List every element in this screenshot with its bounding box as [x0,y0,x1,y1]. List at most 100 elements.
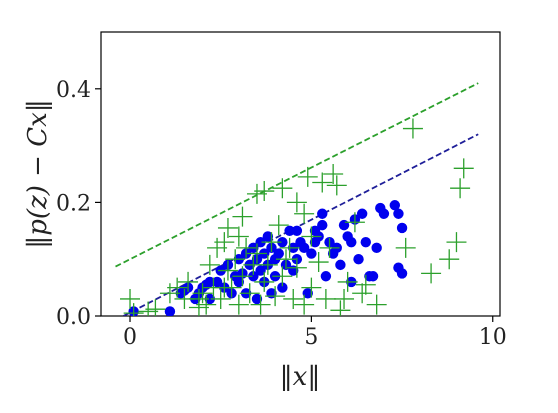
data-point-plus [232,206,253,227]
data-point-plus [178,271,199,292]
data-point-plus [446,232,467,253]
data-point-plus [210,288,231,309]
data-point-circle [291,225,303,236]
x-axis-label: ‖x‖ [280,362,321,392]
data-point-circle [320,271,332,282]
data-point-circle [346,236,357,248]
data-point-circle [164,306,176,316]
data-point-plus [225,249,246,270]
x-tick-label: 0 [123,325,137,350]
data-point-circle [211,276,223,288]
data-point-plus [232,266,253,287]
data-point-circle [298,242,310,254]
data-point-circle [306,248,317,259]
data-point-circle [371,242,382,254]
data-point-plus [167,277,188,298]
data-point-circle [309,236,321,248]
data-point-plus [286,257,307,278]
data-point-circle [317,208,328,219]
data-point-plus [120,288,141,309]
data-point-circle [262,231,274,242]
data-point-circle [335,259,346,271]
data-point-plus [228,226,249,247]
data-point-circle [204,276,216,288]
data-point-circle [356,208,368,219]
data-point-plus [199,254,220,275]
data-point-plus [334,288,355,309]
data-point-plus [254,271,275,292]
x-tick-label: 10 [479,325,507,350]
data-point-plus [344,212,365,233]
data-point-plus [272,266,293,287]
data-point-plus [450,178,471,199]
data-point-plus [275,249,296,270]
data-point-plus [439,249,460,270]
data-point-plus [297,166,318,187]
data-point-circle [233,276,245,288]
data-point-circle [204,293,216,305]
data-point-plus [352,283,373,304]
data-point-circle [277,282,288,293]
data-point-circle [396,268,408,279]
data-point-plus [421,263,442,284]
data-point-circle [255,265,266,276]
data-point-circle [360,236,371,248]
data-point-plus [214,232,235,253]
data-point-circle [248,271,259,282]
data-point-plus [323,164,344,184]
data-point-plus [250,294,271,315]
data-point-plus [301,226,322,247]
axis-ticks: 0 5 10 0.0 0.2 0.4 [56,78,507,350]
data-point-plus [355,274,376,295]
data-point-plus [330,300,351,316]
data-point-plus [236,237,257,258]
data-point-plus [214,277,235,298]
data-point-plus [326,175,347,196]
data-point-plus [279,237,300,258]
data-point-circle [273,248,284,259]
data-point-plus [188,288,209,309]
data-point-plus [192,283,213,304]
data-point-circle [378,208,390,219]
data-point-plus [246,243,267,264]
data-point-circle [251,293,263,305]
data-point-circle [277,236,288,248]
data-point-plus [261,232,282,253]
data-point-plus [294,203,315,224]
y-tick-label: 0.0 [56,305,91,330]
data-point-plus [301,277,322,298]
data-point-plus [337,271,358,292]
data-point-circle [338,219,350,231]
data-point-circle [302,288,313,299]
data-point-plus [123,303,144,316]
data-point-plus [217,260,238,281]
data-point-plus [228,294,249,315]
data-point-plus [366,294,387,315]
data-point-plus [453,158,474,179]
data-point-plus [308,252,329,273]
data-point-plus [402,118,423,139]
reference-line-1 [115,82,479,268]
data-point-plus [312,172,333,193]
data-point-circle [284,225,295,236]
data-point-circle [389,200,401,211]
data-point-plus [265,286,286,307]
plot-area [100,31,501,317]
data-point-plus [319,237,340,258]
data-point-circle [396,222,408,234]
x-tick-label: 5 [304,325,318,350]
data-point-circle [255,236,266,248]
data-point-plus [294,294,315,315]
y-tick-label: 0.4 [56,78,91,103]
data-point-plus [272,178,293,199]
data-point-plus [315,288,336,309]
data-point-plus [254,181,275,202]
data-point-plus [257,254,278,275]
data-point-circle [353,254,364,265]
data-point-circle [317,219,328,231]
data-point-plus [268,215,289,236]
y-axis-label: ‖p(z) − Cx‖ [23,99,53,249]
data-point-plus [283,288,304,309]
data-point-circle [367,271,379,282]
